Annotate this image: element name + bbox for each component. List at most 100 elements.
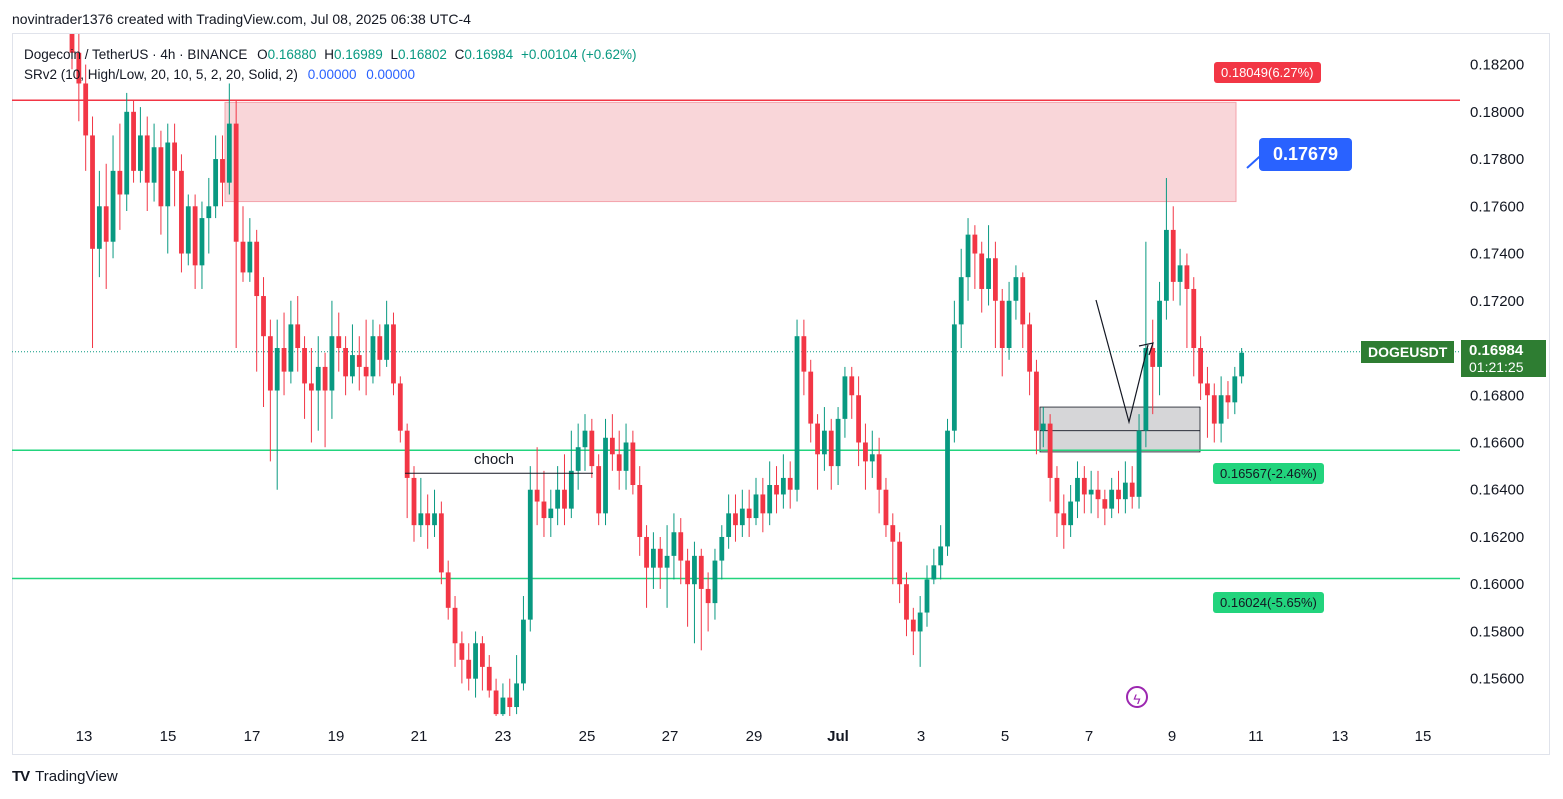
- candle-body: [938, 546, 944, 566]
- price-axis-tick: 0.16400: [1470, 482, 1524, 499]
- candle-body: [213, 159, 219, 207]
- low-value: 0.16802: [398, 47, 447, 62]
- candle-body: [1218, 395, 1224, 424]
- candle-body: [302, 348, 307, 384]
- last-price-label: 0.16984 01:21:25: [1461, 340, 1546, 377]
- candle-body: [746, 508, 752, 519]
- candle-body: [1047, 423, 1053, 478]
- candle-body: [527, 489, 533, 620]
- candle-body: [951, 324, 957, 431]
- candle-body: [753, 494, 759, 519]
- candle-body: [692, 555, 697, 585]
- candle-body: [801, 336, 807, 372]
- time-axis-tick: 13: [76, 728, 93, 745]
- candle-body: [774, 485, 779, 495]
- lightning-icon[interactable]: ϟ: [1126, 686, 1148, 708]
- candle-body: [616, 454, 622, 471]
- time-axis-tick: 23: [495, 728, 512, 745]
- candle-body: [240, 241, 246, 273]
- open-label: O: [257, 47, 268, 62]
- candle-body: [794, 336, 800, 490]
- candle-body: [568, 470, 574, 509]
- candle-body: [733, 513, 738, 526]
- projection-arrow-icon: [1138, 342, 1154, 356]
- projection-path: [1095, 299, 1149, 425]
- candle-body: [808, 371, 814, 424]
- candle-body: [739, 508, 745, 526]
- candle-body: [274, 348, 280, 391]
- price-axis-tick: 0.18000: [1470, 104, 1524, 121]
- candle-body: [220, 159, 225, 183]
- candle-body: [343, 348, 348, 377]
- price-axis-tick: 0.17600: [1470, 198, 1524, 215]
- candle-body: [630, 442, 636, 486]
- candle-body: [507, 697, 513, 708]
- candle-body: [958, 277, 964, 325]
- price-note-tag[interactable]: 0.17679: [1259, 138, 1353, 171]
- candle-body: [1157, 300, 1162, 367]
- candle-body: [233, 123, 239, 242]
- time-axis: 13 15 17 19 21 23 25 27 29 Jul 3 5 7 9 11 13 15: [76, 728, 1432, 745]
- candle-body: [1075, 477, 1080, 502]
- candle-body: [1061, 513, 1067, 526]
- candle-body: [596, 466, 602, 514]
- candle-body: [644, 536, 649, 568]
- time-axis-tick: 15: [1415, 728, 1432, 745]
- candle-body: [1205, 383, 1210, 396]
- candle-body: [83, 83, 89, 136]
- candle-body: [637, 485, 643, 537]
- candle-body: [828, 430, 834, 467]
- candle-body: [1040, 423, 1046, 431]
- candle-body: [1129, 482, 1135, 497]
- candle-body: [883, 489, 889, 526]
- candle-body: [1034, 371, 1039, 431]
- chart-legend: Dogecoin / TetherUS · 4h · BINANCE O0.16…: [24, 45, 637, 85]
- candle-body: [1239, 352, 1245, 377]
- indicator-name[interactable]: SRv2 (10, High/Low, 20, 10, 5, 2, 20, So…: [24, 67, 298, 82]
- price-axis-tick: 0.16200: [1470, 529, 1524, 546]
- candle-body: [124, 111, 130, 195]
- candle-body: [671, 532, 677, 556]
- tradingview-logo-icon: TV: [12, 768, 30, 785]
- time-axis-tick: 3: [917, 728, 925, 745]
- ohlc-row: Dogecoin / TetherUS · 4h · BINANCE O0.16…: [24, 45, 637, 65]
- candle-body: [897, 541, 903, 585]
- candle-body: [397, 383, 403, 431]
- candle-body: [452, 607, 458, 644]
- price-axis-tick: 0.15800: [1470, 623, 1524, 640]
- annotations-layer: choch: [405, 299, 1154, 474]
- time-axis-tick: 27: [662, 728, 679, 745]
- candle-body: [103, 206, 109, 242]
- candle-body: [391, 324, 396, 384]
- candle-body: [206, 206, 212, 219]
- demand-zone: [1039, 406, 1201, 453]
- candle-body: [254, 241, 260, 297]
- price-axis-tick: 0.15600: [1470, 671, 1524, 688]
- chart-frame[interactable]: [12, 33, 1550, 755]
- candle-body: [705, 588, 711, 604]
- open-value: 0.16880: [267, 47, 317, 62]
- indicator-row: SRv2 (10, High/Low, 20, 10, 5, 2, 20, So…: [24, 65, 637, 85]
- indicator-value-1: 0.00000: [307, 67, 357, 82]
- candle-body: [185, 206, 191, 254]
- candle-body: [1088, 489, 1094, 495]
- candle-body: [904, 584, 909, 620]
- candle-body: [356, 355, 362, 367]
- levels-layer: [12, 99, 1460, 580]
- candle-body: [466, 659, 472, 679]
- candle-body: [623, 442, 629, 471]
- candle-body: [131, 111, 136, 171]
- candle-body: [247, 241, 253, 273]
- candle-body: [322, 366, 328, 391]
- choch-label: choch: [474, 451, 514, 468]
- candle-body: [815, 423, 820, 455]
- candle-body: [609, 437, 615, 455]
- low-label: L: [390, 47, 399, 62]
- candle-body: [651, 548, 656, 568]
- candle-body: [295, 324, 301, 349]
- bar-countdown: 01:21:25: [1469, 359, 1524, 375]
- candle-body: [404, 430, 410, 478]
- candle-body: [712, 560, 718, 604]
- price-axis-tick: 0.16000: [1470, 576, 1524, 593]
